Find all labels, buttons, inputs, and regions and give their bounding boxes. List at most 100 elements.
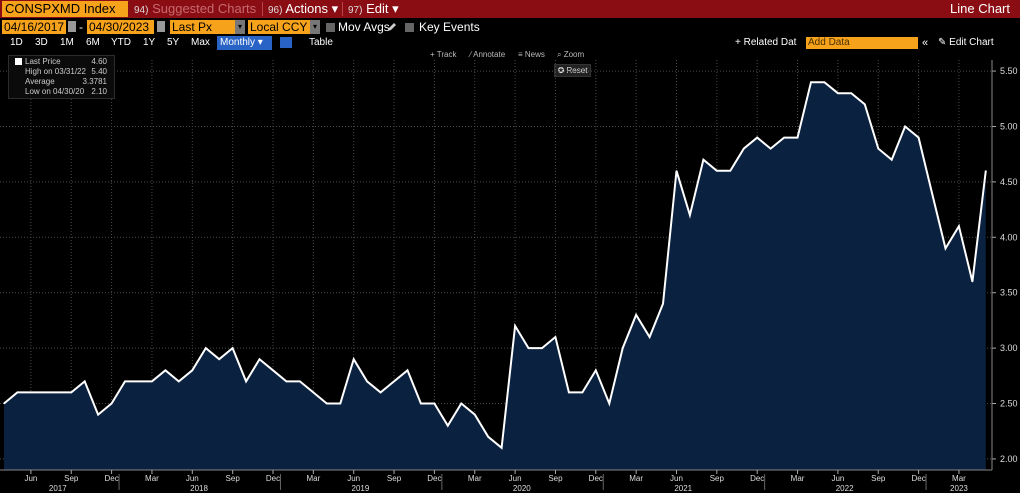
y-tick-label: 5.00	[1000, 121, 1018, 131]
data-point	[285, 380, 288, 382]
data-point	[783, 136, 785, 139]
x-axis: Jun Sep Dec Mar Jun Sep Dec Mar Jun Sep Dec Mar Jun S…	[0, 469, 992, 493]
x-tick-label: Mar	[306, 474, 320, 483]
period-1y[interactable]: 1Y	[143, 37, 156, 48]
add-data-input[interactable]: Add Data	[806, 37, 918, 49]
actions-menu[interactable]: 96) Actions ▾	[268, 0, 338, 18]
period-ytd[interactable]: YTD	[111, 37, 131, 48]
related-data-label: Related Dat	[743, 37, 797, 48]
suggested-charts-menu[interactable]: 94) Suggested Charts	[134, 0, 256, 18]
legend-low: Low on 04/30/20 2.10	[11, 87, 111, 96]
calendar-icon[interactable]	[68, 21, 76, 32]
related-data-button[interactable]: + Related Dat	[735, 37, 797, 48]
news-tool[interactable]: ≡ News	[518, 50, 545, 59]
data-point	[218, 358, 220, 360]
suggested-charts-label: Suggested Charts	[152, 1, 257, 16]
x-tick-label: Dec	[911, 474, 925, 483]
reset-zoom-button[interactable]: ✪ Reset	[554, 64, 591, 77]
x-tick-label: Sep	[710, 474, 725, 483]
data-point	[245, 380, 247, 382]
data-point	[985, 170, 987, 172]
period-1m[interactable]: 1M	[60, 37, 74, 48]
chart-type-title: Line Chart	[950, 1, 1010, 16]
legend-low-label: Low on 04/30/20	[25, 87, 85, 96]
data-point	[541, 347, 543, 349]
data-point	[299, 380, 301, 382]
x-tick-label: Dec	[266, 474, 280, 483]
chart-grid	[0, 60, 992, 470]
end-date-field[interactable]: 04/30/2023	[87, 20, 154, 34]
price-field-select[interactable]: Last Px	[170, 20, 242, 34]
start-date-field[interactable]: 04/16/2017	[2, 20, 66, 34]
edit-dropdown-icon: ▾	[392, 1, 399, 16]
data-point	[406, 369, 409, 371]
edit-chart-button[interactable]: ✎ Edit Chart	[938, 37, 994, 48]
data-point	[433, 402, 435, 405]
period-6m[interactable]: 6M	[86, 37, 100, 48]
key-events-checkbox[interactable]	[405, 23, 414, 32]
currency-select[interactable]: Local CCY	[248, 20, 310, 34]
frequency-select[interactable]: Monthly ▾	[217, 36, 272, 50]
x-tick-label: Jun	[831, 474, 844, 483]
calendar-icon[interactable]	[157, 21, 165, 32]
data-point	[568, 391, 570, 394]
x-tick-label: Mar	[952, 474, 966, 483]
data-point	[622, 347, 624, 349]
track-tool[interactable]: + Track	[430, 50, 457, 59]
pencil-icon[interactable]	[387, 22, 397, 32]
x-tick-label: Sep	[226, 474, 241, 483]
series-swatch	[15, 58, 22, 65]
data-point	[756, 136, 758, 139]
x-tick-label: Dec	[427, 474, 441, 483]
x-tick-label: Mar	[145, 474, 159, 483]
data-point	[662, 303, 664, 305]
actions-label: Actions	[285, 1, 328, 16]
data-point	[232, 347, 234, 349]
annotate-tool[interactable]: ⁄ Annotate	[470, 50, 506, 59]
period-max[interactable]: Max	[191, 37, 210, 48]
legend-high-value: 5.40	[91, 67, 107, 76]
data-point	[810, 81, 812, 83]
news-label: News	[524, 50, 545, 59]
y-tick-label: 5.50	[1000, 66, 1018, 76]
collapse-chevron-icon[interactable]: «	[922, 37, 929, 49]
mov-avgs-label: Mov Avgs	[338, 20, 390, 34]
edit-menu[interactable]: 97) Edit ▾	[348, 0, 399, 18]
data-point	[178, 380, 180, 382]
chevron-down-icon[interactable]: ▾	[310, 20, 320, 34]
data-point	[447, 425, 449, 427]
data-points	[3, 81, 987, 449]
data-point	[770, 148, 772, 150]
year-label: 2020	[513, 484, 531, 493]
legend-low-value: 2.10	[91, 87, 107, 96]
period-1d[interactable]: 1D	[10, 37, 23, 48]
legend-avg-label: Average	[25, 77, 55, 86]
data-point	[675, 170, 678, 172]
zoom-tool[interactable]: ⌕ Zoom	[557, 50, 585, 59]
x-tick-label: Sep	[387, 474, 402, 483]
period-3d[interactable]: 3D	[35, 37, 48, 48]
chevron-down-icon[interactable]: ▾	[235, 20, 245, 34]
data-point	[205, 347, 207, 349]
data-point	[595, 369, 597, 371]
table-button[interactable]: Table	[309, 37, 333, 48]
y-tick-label: 3.50	[1000, 288, 1018, 298]
suggested-charts-number: 94)	[134, 5, 149, 16]
x-tick-label: Jun	[347, 474, 360, 483]
data-point	[420, 402, 422, 405]
mov-avgs-checkbox[interactable]	[326, 23, 335, 32]
data-point	[743, 148, 745, 150]
x-tick-label: Sep	[64, 474, 79, 483]
period-5y[interactable]: 5Y	[167, 37, 180, 48]
title-bar: CONSPXMD Index 94) Suggested Charts 96) …	[0, 0, 1020, 18]
security-ticker-field[interactable]: CONSPXMD Index	[2, 1, 128, 17]
legend-average: Average 3.3781	[11, 77, 111, 86]
actions-dropdown-icon: ▾	[331, 1, 339, 16]
data-point	[702, 159, 705, 161]
data-point	[70, 391, 72, 394]
x-tick-label: Dec	[750, 474, 764, 483]
x-tick-label: Jun	[186, 474, 199, 483]
legend-avg-value: 3.3781	[82, 77, 107, 86]
line-chart-icon[interactable]	[280, 37, 292, 48]
